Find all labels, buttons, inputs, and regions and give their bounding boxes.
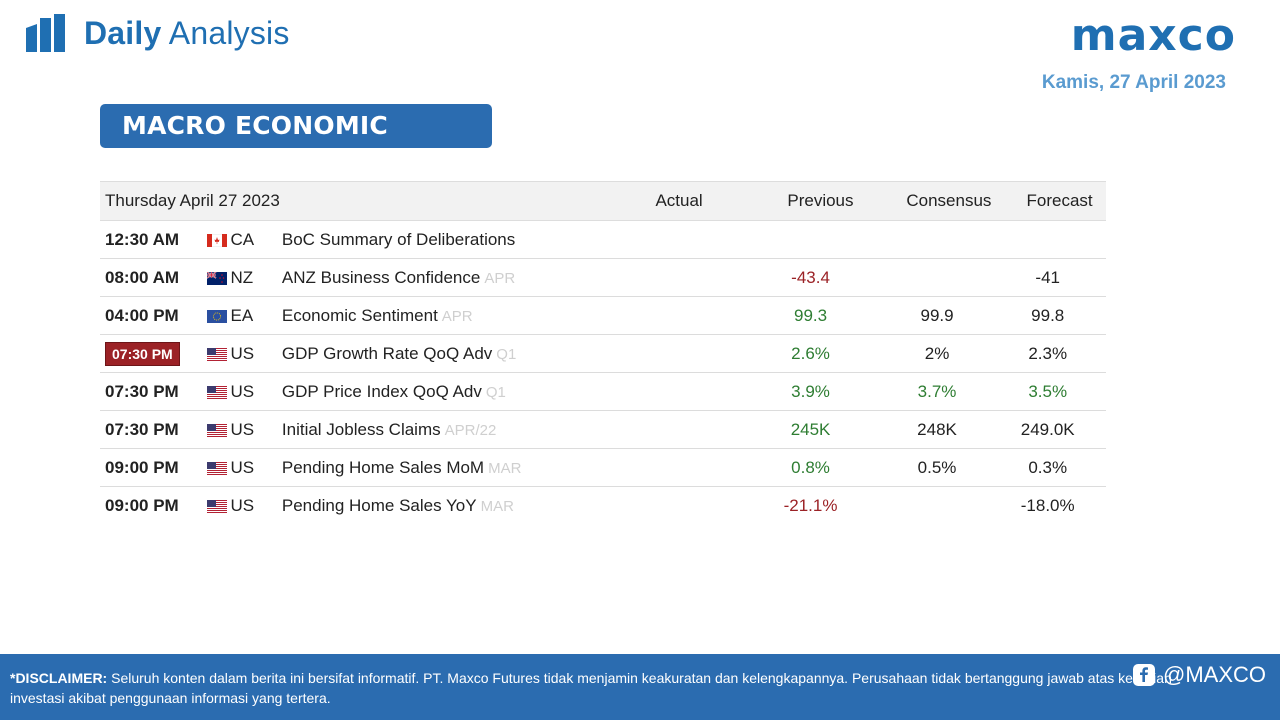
us-flag-icon <box>206 382 231 402</box>
bar-chart-icon <box>26 14 65 52</box>
table-row: 04:00 PM EA Economic Sentiment APR 99.3 9… <box>100 297 1106 335</box>
country-code: US <box>230 381 255 401</box>
country-code: US <box>230 419 255 439</box>
forecast-value: -18.0% <box>1020 495 1075 515</box>
disclaimer-label: *DISCLAIMER: <box>10 670 108 686</box>
table-row: 09:00 PM US Pending Home Sales YoY MAR -2… <box>100 487 1106 524</box>
event-name: Economic Sentiment APR <box>281 305 473 325</box>
brand: Daily Analysis <box>26 14 290 52</box>
forecast-value: 3.5% <box>1028 381 1068 401</box>
us-flag-icon <box>206 458 231 478</box>
forecast-value: 99.8 <box>1031 305 1065 325</box>
country-code: EA <box>230 305 254 325</box>
event-period: APR <box>441 307 473 325</box>
event-time: 07:30 PM <box>100 341 207 366</box>
previous-value: -43.4 <box>791 267 830 287</box>
brand-title: Daily Analysis <box>84 14 290 51</box>
report-date: Kamis, 27 April 2023 <box>1041 72 1226 93</box>
previous-header: Previous <box>787 191 854 210</box>
event-period: APR/22 <box>444 421 497 439</box>
maxco-logo: maxco <box>1070 10 1236 61</box>
new-zealand-flag-icon <box>206 268 231 288</box>
eu-flag-icon <box>206 306 231 326</box>
event-name: GDP Price Index QoQ Adv Q1 <box>281 381 506 401</box>
table-row: 08:00 AM NZ ANZ Business Confidence APR -… <box>100 259 1106 297</box>
us-flag-icon <box>206 344 231 364</box>
forecast-value: 0.3% <box>1028 457 1068 477</box>
previous-value: 0.8% <box>791 457 830 477</box>
previous-value: 2.6% <box>791 343 830 363</box>
previous-value: 3.9% <box>791 381 830 401</box>
consensus-header: Consensus <box>906 191 992 210</box>
facebook-icon <box>1132 664 1155 686</box>
consensus-value: 248K <box>917 419 957 439</box>
consensus-value: 3.7% <box>917 381 957 401</box>
event-time: 09:00 PM <box>105 457 179 477</box>
country-code: US <box>230 495 255 515</box>
consensus-value: 0.5% <box>917 457 957 477</box>
event-name: Pending Home Sales MoM MAR <box>281 457 522 477</box>
event-time: 07:30 PM <box>105 381 179 401</box>
economic-events-table: Thursday April 27 2023 Actual Previous C… <box>100 181 1106 524</box>
social-handle-text: @MAXCO <box>1162 662 1266 687</box>
event-period: APR <box>484 269 516 287</box>
forecast-value: 2.3% <box>1028 343 1068 363</box>
social-handle[interactable]: @MAXCO <box>1132 662 1266 687</box>
event-time: 07:30 PM <box>105 419 179 439</box>
table-row: 07:30 PM US Initial Jobless Claims APR/22… <box>100 411 1106 449</box>
event-period: Q1 <box>485 383 506 401</box>
event-time: 04:00 PM <box>105 305 179 325</box>
event-name: Initial Jobless Claims APR/22 <box>281 419 497 439</box>
table-row: 12:30 AM CA BoC Summary of Deliberations <box>100 221 1106 259</box>
previous-value: 245K <box>790 419 831 439</box>
country-code: NZ <box>230 267 254 287</box>
canada-flag-icon <box>206 230 231 250</box>
forecast-value: 249.0K <box>1020 419 1075 439</box>
forecast-header: Forecast <box>1026 191 1093 210</box>
event-name: BoC Summary of Deliberations <box>281 229 516 249</box>
date-header: Thursday April 27 2023 <box>105 191 280 210</box>
consensus-value: 99.9 <box>920 305 954 325</box>
section-title: MACRO ECONOMIC EVENTS <box>100 104 492 184</box>
table-row: 09:00 PM US Pending Home Sales MoM MAR 0.… <box>100 449 1106 487</box>
previous-value: 99.3 <box>794 305 828 325</box>
us-flag-icon <box>206 496 231 516</box>
event-period: MAR <box>480 497 514 515</box>
event-name: ANZ Business Confidence APR <box>281 267 516 287</box>
event-time: 09:00 PM <box>105 495 179 515</box>
consensus-value: 2% <box>924 343 950 363</box>
country-code: US <box>230 343 255 363</box>
event-period: MAR <box>488 459 522 477</box>
event-name: Pending Home Sales YoY MAR <box>281 495 514 515</box>
actual-header: Actual <box>655 191 703 210</box>
us-flag-icon <box>206 420 231 440</box>
event-time: 08:00 AM <box>105 267 180 287</box>
event-period: Q1 <box>496 345 517 363</box>
table-header: Thursday April 27 2023 Actual Previous C… <box>100 181 1106 221</box>
disclaimer-footer: *DISCLAIMER: Seluruh konten dalam berita… <box>0 654 1280 720</box>
table-row: 07:30 PM US GDP Price Index QoQ Adv Q1 3.… <box>100 373 1106 411</box>
country-code: CA <box>230 229 255 249</box>
table-row: 07:30 PM US GDP Growth Rate QoQ Adv Q1 2.… <box>100 335 1106 373</box>
country-code: US <box>230 457 255 477</box>
event-time: 12:30 AM <box>105 229 180 249</box>
highlighted-time-badge: 07:30 PM <box>105 341 180 366</box>
previous-value: -21.1% <box>783 495 838 515</box>
disclaimer: *DISCLAIMER: Seluruh konten dalam berita… <box>10 668 1190 708</box>
disclaimer-text: Seluruh konten dalam berita ini bersifat… <box>10 670 1172 706</box>
forecast-value: -41 <box>1035 267 1060 287</box>
event-name: GDP Growth Rate QoQ Adv Q1 <box>281 343 517 363</box>
